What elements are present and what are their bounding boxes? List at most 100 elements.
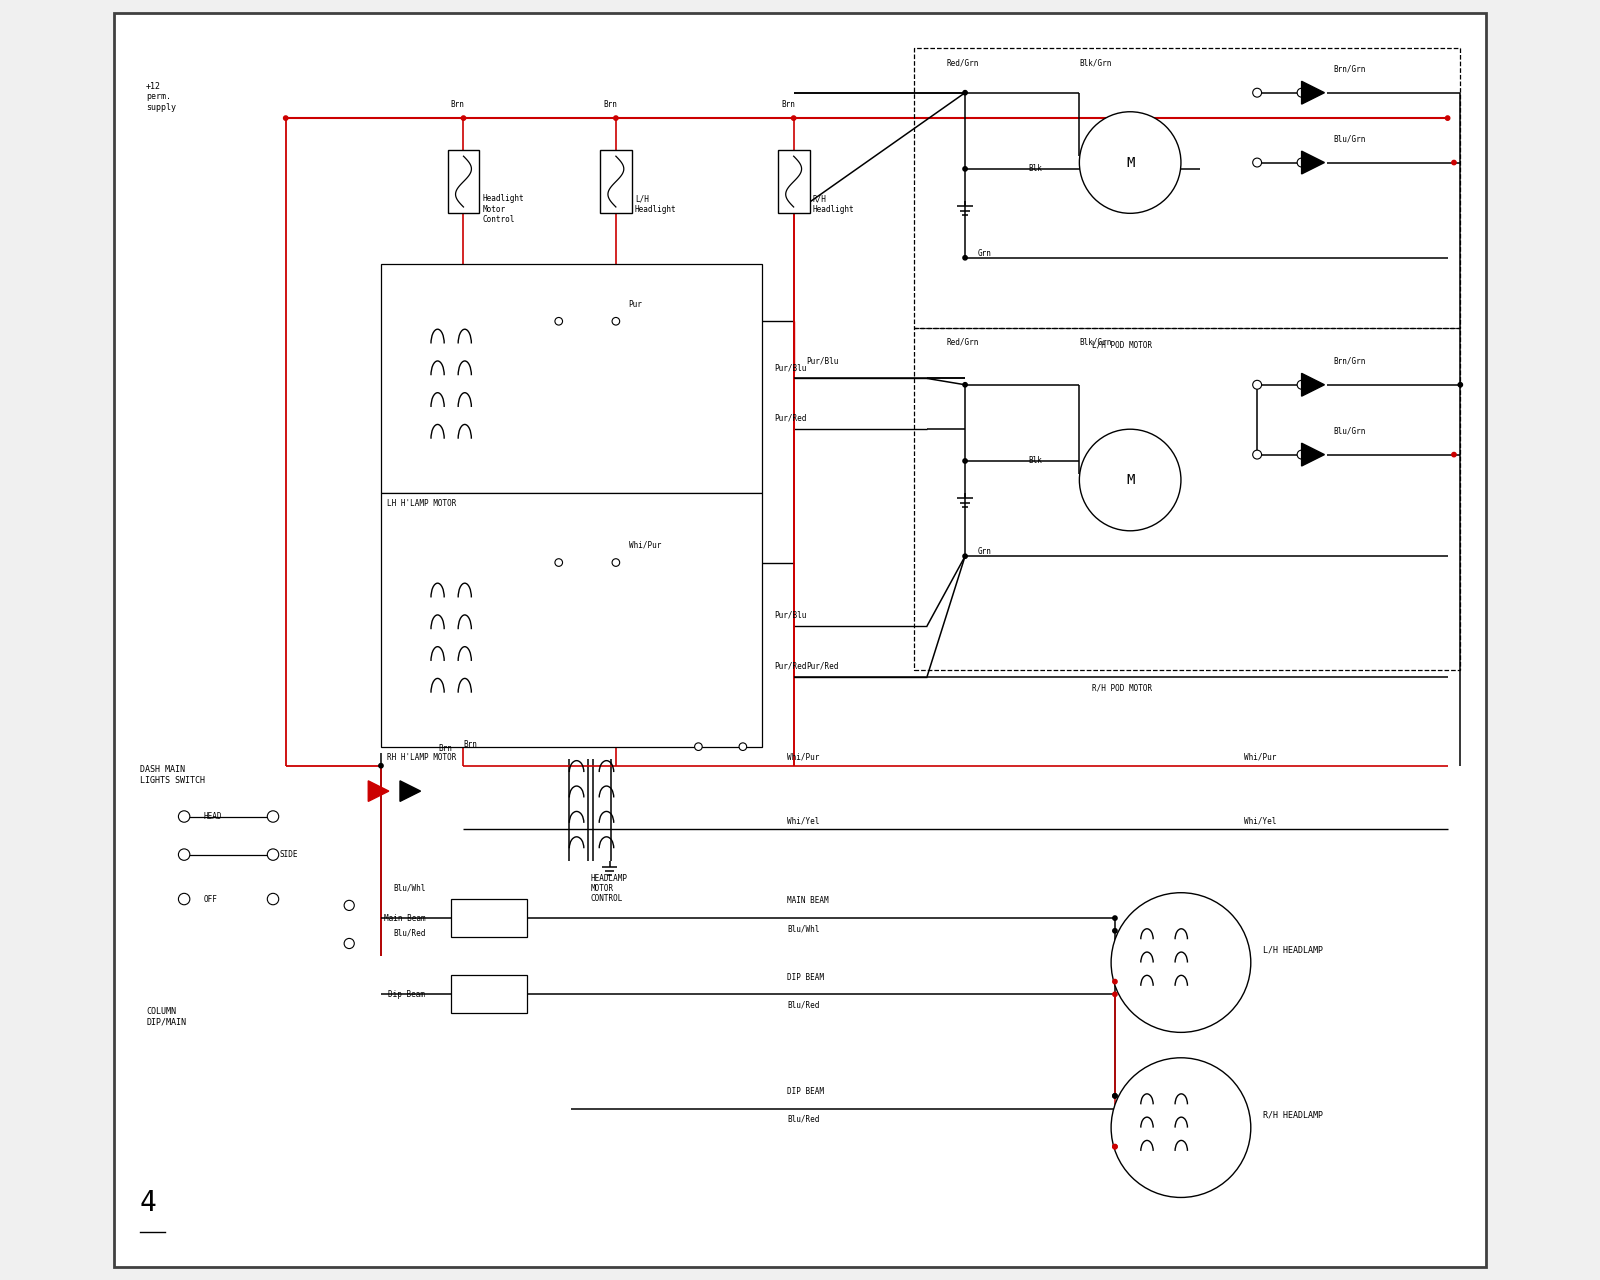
Circle shape: [1298, 451, 1306, 460]
Text: DASH MAIN
LIGHTS SWITCH: DASH MAIN LIGHTS SWITCH: [139, 765, 205, 785]
Text: Blu/Red: Blu/Red: [787, 1001, 819, 1010]
Circle shape: [179, 893, 190, 905]
Circle shape: [613, 559, 619, 566]
Text: Red/Grn: Red/Grn: [946, 338, 979, 347]
Circle shape: [963, 458, 968, 463]
Text: DIP BEAM: DIP BEAM: [787, 1087, 824, 1096]
Bar: [600, 150, 632, 214]
Circle shape: [1080, 429, 1181, 531]
Circle shape: [1298, 159, 1306, 166]
Text: Blu/Grn: Blu/Grn: [1333, 426, 1366, 435]
Text: LH H'LAMP MOTOR: LH H'LAMP MOTOR: [387, 499, 456, 508]
Text: Pur/Red: Pur/Red: [774, 662, 806, 671]
Circle shape: [1112, 979, 1117, 984]
Text: Brn: Brn: [451, 100, 464, 109]
Text: R/H
Headlight: R/H Headlight: [813, 195, 854, 214]
Circle shape: [267, 810, 278, 822]
Circle shape: [1110, 892, 1251, 1033]
Circle shape: [1253, 88, 1261, 97]
Circle shape: [694, 742, 702, 750]
Polygon shape: [368, 781, 389, 801]
Text: Grn: Grn: [978, 248, 992, 257]
Circle shape: [1112, 928, 1117, 933]
Circle shape: [1112, 1144, 1117, 1149]
Text: HEAD: HEAD: [203, 812, 222, 820]
Circle shape: [344, 900, 354, 910]
Text: Whi/Pur: Whi/Pur: [629, 541, 661, 550]
Text: Blk/Grn: Blk/Grn: [1080, 59, 1112, 68]
Text: Brn: Brn: [781, 100, 795, 109]
Polygon shape: [1301, 151, 1325, 174]
Text: Blu/Red: Blu/Red: [787, 1115, 819, 1124]
Circle shape: [963, 91, 968, 95]
Text: Pur/Blu: Pur/Blu: [806, 357, 838, 366]
Bar: [448, 150, 480, 214]
Circle shape: [1451, 160, 1456, 165]
Circle shape: [555, 559, 563, 566]
Text: L/H
Headlight: L/H Headlight: [635, 195, 677, 214]
Circle shape: [179, 810, 190, 822]
Bar: [778, 150, 810, 214]
Text: SIDE: SIDE: [280, 850, 298, 859]
Text: Brn/Grn: Brn/Grn: [1333, 357, 1366, 366]
Circle shape: [963, 554, 968, 558]
Text: 4: 4: [139, 1189, 157, 1216]
Circle shape: [963, 256, 968, 260]
Circle shape: [963, 383, 968, 387]
Circle shape: [1445, 116, 1450, 120]
Text: Blu/Whl: Blu/Whl: [394, 883, 426, 892]
Text: R/H POD MOTOR: R/H POD MOTOR: [1093, 684, 1152, 692]
Circle shape: [1298, 88, 1306, 97]
Text: Blk: Blk: [1029, 457, 1043, 466]
Text: Blk/Grn: Blk/Grn: [1080, 338, 1112, 347]
Polygon shape: [1301, 81, 1325, 104]
Circle shape: [379, 764, 382, 768]
Bar: [451, 975, 526, 1014]
Circle shape: [613, 317, 619, 325]
Bar: [914, 49, 1461, 328]
Text: Blu/Grn: Blu/Grn: [1333, 134, 1366, 143]
Text: M: M: [1126, 474, 1134, 486]
Text: Pur/Blu: Pur/Blu: [774, 364, 806, 372]
Circle shape: [1110, 1057, 1251, 1198]
Text: Blk: Blk: [1029, 164, 1043, 173]
Text: Brn: Brn: [464, 740, 477, 749]
Text: Whi/Pur: Whi/Pur: [1245, 753, 1277, 762]
Text: HEADLAMP
MOTOR
CONTROL: HEADLAMP MOTOR CONTROL: [590, 874, 627, 904]
Circle shape: [1253, 159, 1261, 166]
Circle shape: [179, 849, 190, 860]
Text: Headlight
Motor
Control: Headlight Motor Control: [483, 195, 525, 224]
Text: Pur/Red: Pur/Red: [774, 413, 806, 422]
Text: Pur/Blu: Pur/Blu: [774, 611, 806, 620]
Text: Whi/Yel: Whi/Yel: [787, 817, 819, 826]
Circle shape: [1253, 380, 1261, 389]
Circle shape: [1112, 992, 1117, 996]
Circle shape: [1112, 916, 1117, 920]
Bar: [381, 493, 762, 746]
Circle shape: [1112, 1093, 1117, 1098]
Circle shape: [1458, 383, 1462, 387]
Circle shape: [344, 938, 354, 948]
Circle shape: [792, 116, 795, 120]
Circle shape: [1112, 1144, 1117, 1149]
Circle shape: [963, 166, 968, 172]
Bar: [914, 328, 1461, 671]
Text: Brn/Grn: Brn/Grn: [1333, 65, 1366, 74]
Text: Dip Beam: Dip Beam: [389, 989, 426, 998]
Polygon shape: [400, 781, 421, 801]
Text: Brn: Brn: [438, 744, 451, 753]
Text: Whi/Yel: Whi/Yel: [1245, 817, 1277, 826]
Text: M: M: [1126, 156, 1134, 169]
Bar: [381, 264, 762, 493]
Text: Blu/Red: Blu/Red: [394, 928, 426, 937]
Circle shape: [267, 849, 278, 860]
Text: OFF: OFF: [203, 895, 218, 904]
Text: Red/Grn: Red/Grn: [946, 59, 979, 68]
Circle shape: [283, 116, 288, 120]
Circle shape: [1080, 111, 1181, 214]
Polygon shape: [1301, 374, 1325, 397]
Circle shape: [461, 116, 466, 120]
Circle shape: [614, 116, 618, 120]
Circle shape: [1298, 380, 1306, 389]
Text: R/H HEADLAMP: R/H HEADLAMP: [1264, 1111, 1323, 1120]
